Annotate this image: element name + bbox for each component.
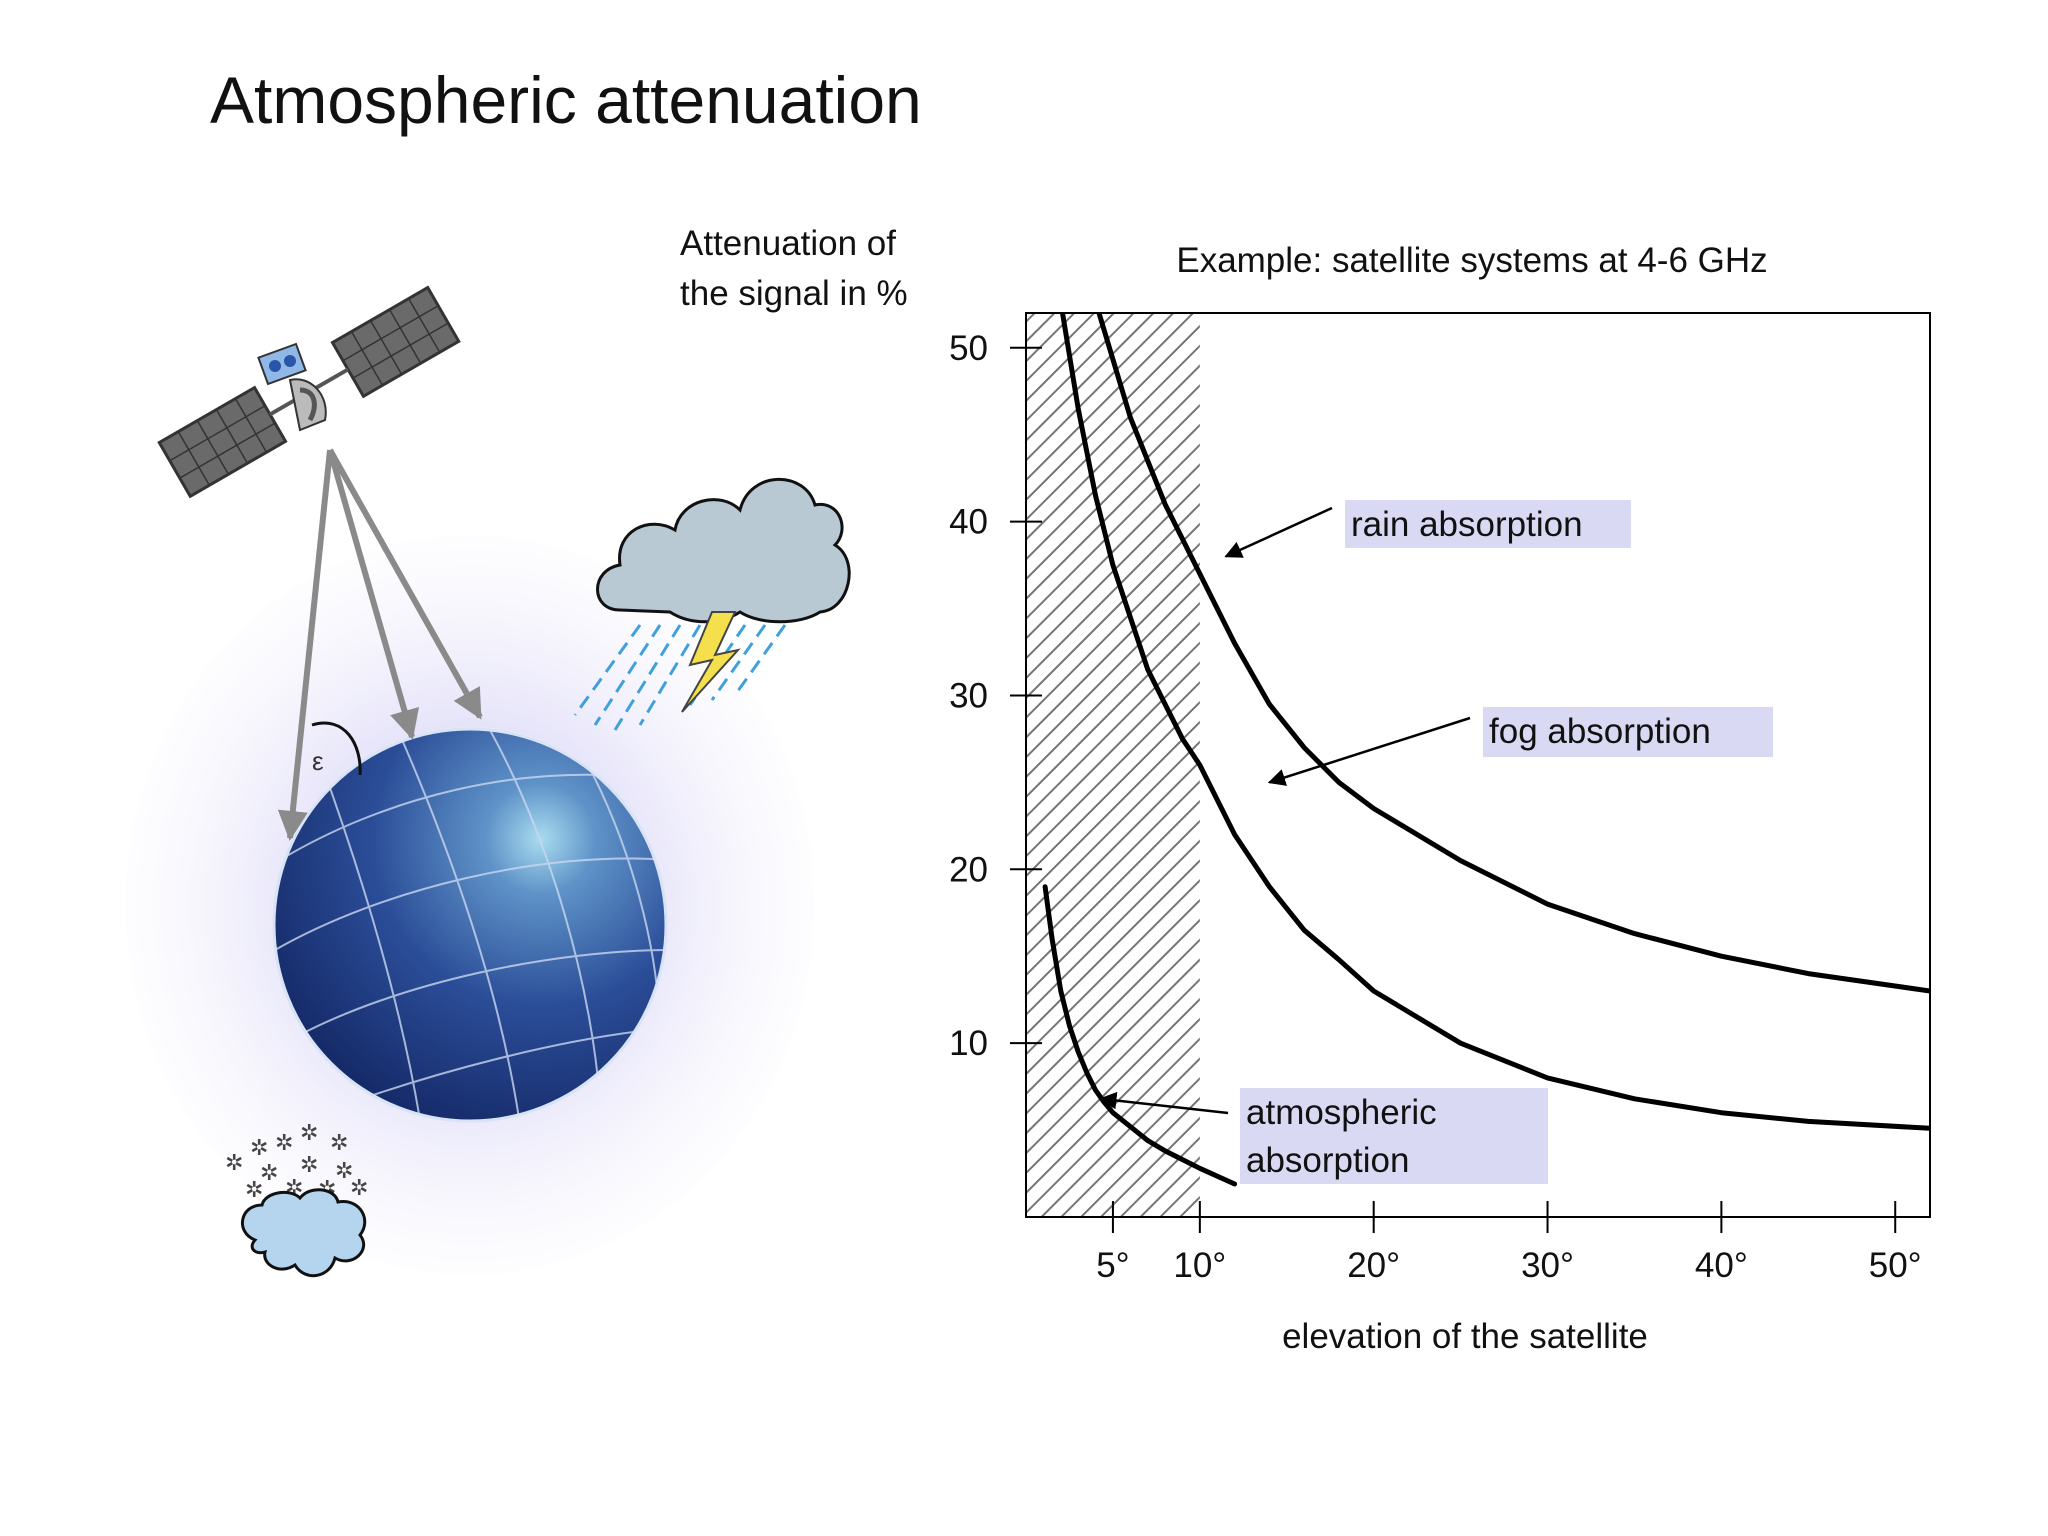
x-tick-label: 10° <box>1173 1246 1226 1285</box>
chart-title: Example: satellite systems at 4-6 GHz <box>1176 241 1767 280</box>
y-tick-label: 40 <box>949 503 988 542</box>
x-tick-label: 30° <box>1521 1246 1574 1285</box>
x-axis-label: elevation of the satellite <box>1282 1317 1648 1356</box>
slide-title: Atmospheric attenuation <box>210 63 922 137</box>
series-line-rain-absorption <box>1096 313 1930 994</box>
svg-text:✲: ✲ <box>225 1150 243 1175</box>
series-line-fog-absorption <box>1060 313 1930 1131</box>
earth-globe-icon <box>272 727 668 1123</box>
y-axis-label-line-2: the signal in % <box>680 274 908 313</box>
y-tick-label: 10 <box>949 1024 988 1063</box>
satellite-icon <box>157 285 461 499</box>
illustration: ε ✲✲ ✲ ✲ ✲✲ ✲ ✲✲ ✲ ✲ ✲ <box>125 285 851 1278</box>
x-tick-label: 20° <box>1347 1246 1400 1285</box>
attenuation-chart: Example: satellite systems at 4-6 GHz At… <box>680 224 1931 1356</box>
svg-text:✲: ✲ <box>250 1135 268 1160</box>
y-tick-label: 20 <box>949 850 988 889</box>
annotation-label-box <box>1483 707 1773 757</box>
thunderstorm-cloud-icon <box>573 477 851 731</box>
x-tick-label: 40° <box>1695 1246 1748 1285</box>
signal-rays <box>277 448 483 841</box>
annotation-label: rain absorption <box>1351 505 1583 544</box>
svg-text:✲: ✲ <box>245 1177 263 1202</box>
hatched-region <box>1026 313 1200 1217</box>
annotation-label: atmospheric <box>1246 1093 1437 1132</box>
annotation-label: fog absorption <box>1489 712 1711 751</box>
annotation-label-box <box>1345 500 1631 548</box>
svg-text:✲: ✲ <box>275 1130 293 1155</box>
annotation-label: absorption <box>1246 1141 1409 1180</box>
annotation-arrow <box>1267 716 1471 786</box>
x-tick-label: 5° <box>1096 1246 1129 1285</box>
elevation-angle-icon: ε <box>311 721 362 776</box>
plot-frame <box>1025 312 1931 1218</box>
annotation-arrow <box>1099 1091 1229 1115</box>
svg-text:✲: ✲ <box>350 1175 368 1200</box>
svg-text:✲: ✲ <box>300 1152 318 1177</box>
annotation-arrow <box>1224 506 1333 558</box>
svg-text:✲: ✲ <box>260 1160 278 1185</box>
y-axis-label-line-1: Attenuation of <box>680 224 896 263</box>
annotation-label-box <box>1240 1088 1548 1184</box>
y-tick-label: 30 <box>949 676 988 715</box>
svg-text:✲: ✲ <box>300 1120 318 1145</box>
svg-text:✲: ✲ <box>330 1130 348 1155</box>
svg-text:✲: ✲ <box>335 1158 353 1183</box>
svg-text:ε: ε <box>312 746 324 776</box>
snow-cloud-icon: ✲✲ ✲ ✲ ✲✲ ✲ ✲✲ ✲ ✲ ✲ <box>225 1120 368 1278</box>
x-tick-label: 50° <box>1869 1246 1922 1285</box>
y-tick-label: 50 <box>949 329 988 368</box>
